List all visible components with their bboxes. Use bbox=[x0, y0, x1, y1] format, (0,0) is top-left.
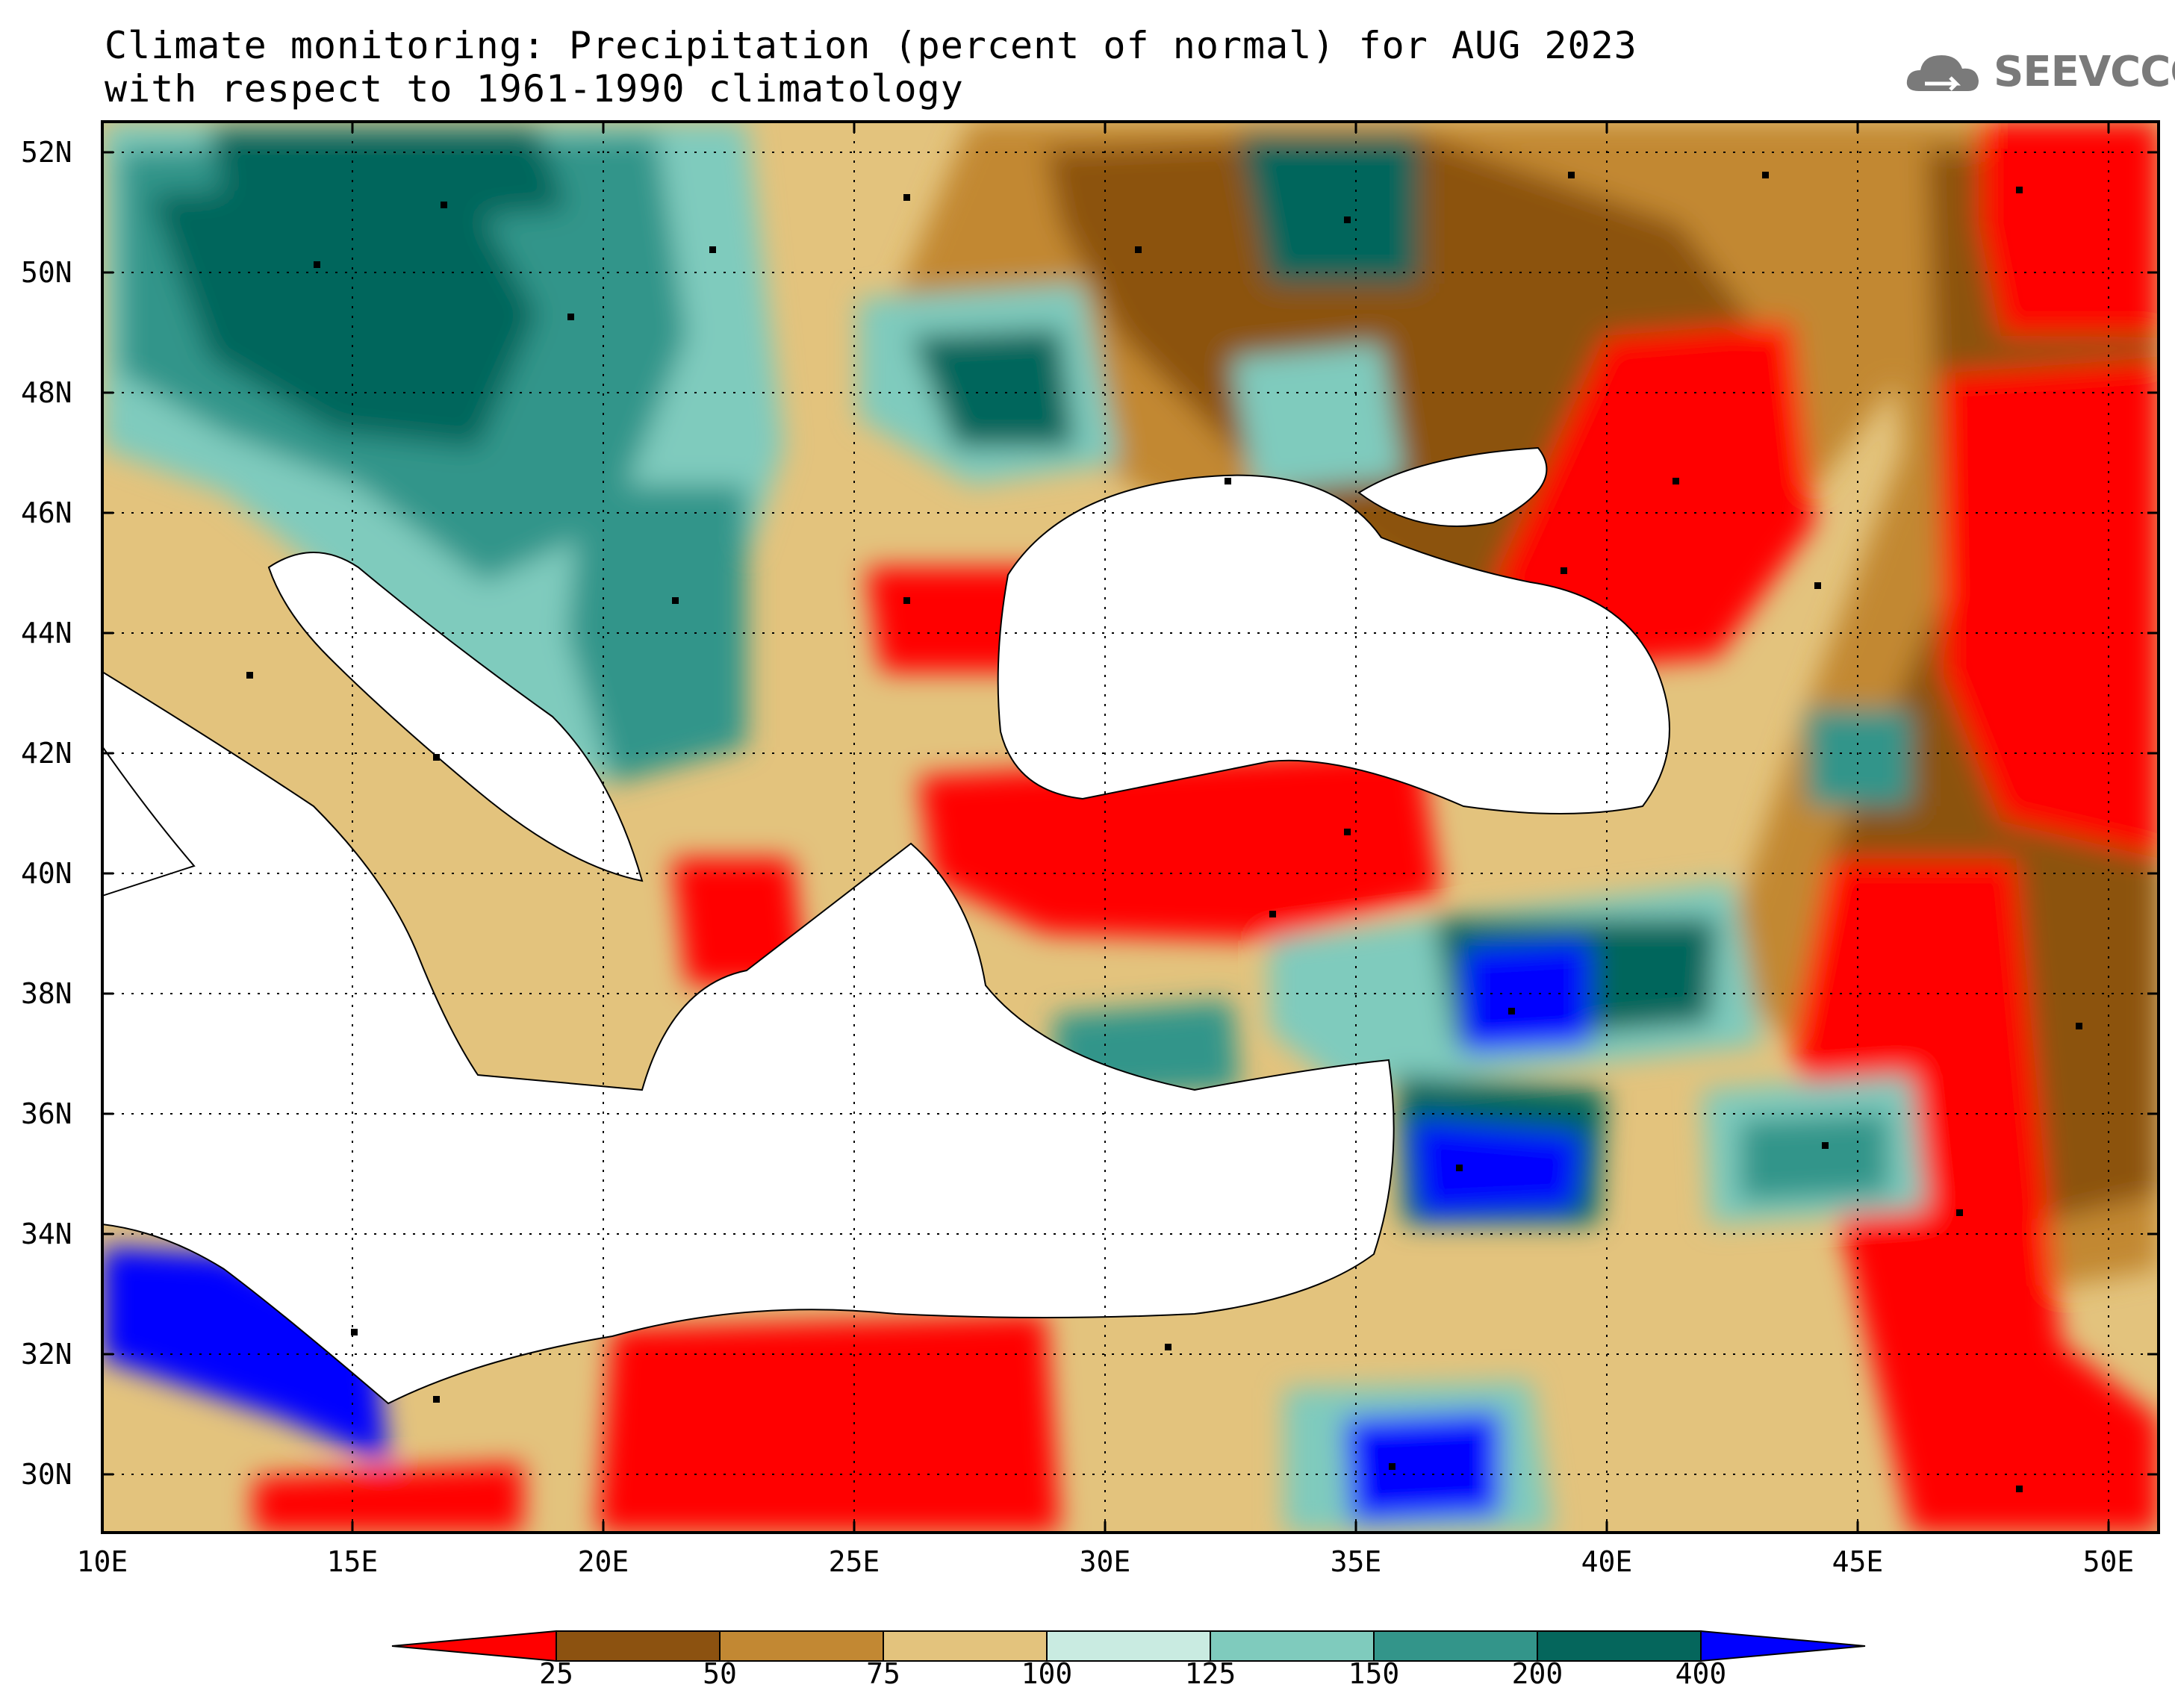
lon-tick-label: 20E bbox=[578, 1545, 629, 1578]
colorbar-segment bbox=[1537, 1630, 1702, 1662]
colorbar-label: 75 bbox=[866, 1657, 900, 1690]
lon-axis-labels: 10E 15E 20E 25E 30E 35E 40E 45E 50E bbox=[77, 1545, 2135, 1578]
lon-tick-label: 10E bbox=[77, 1545, 128, 1578]
cloud-icon bbox=[1906, 55, 1979, 91]
lon-tick-label: 25E bbox=[829, 1545, 880, 1578]
map-frame bbox=[101, 120, 2160, 1534]
colorbar-label: 100 bbox=[1021, 1657, 1073, 1690]
lon-tick-label: 40E bbox=[1581, 1545, 1633, 1578]
map-title-line-2: with respect to 1961-1990 climatology bbox=[105, 67, 964, 110]
lat-tick-label: 50N bbox=[21, 256, 72, 289]
sea-mask bbox=[102, 446, 1670, 1405]
colorbar-arrow-high bbox=[1700, 1630, 1866, 1662]
lat-tick-label: 38N bbox=[21, 977, 72, 1010]
lat-tick-label: 36N bbox=[21, 1097, 72, 1130]
lat-tick-label: 42N bbox=[21, 737, 72, 770]
lat-axis-labels: 52N 50N 48N 46N 44N 42N 40N 38N 36N 34N … bbox=[21, 136, 72, 1491]
graticule bbox=[102, 122, 2159, 1533]
lon-tick-label: 50E bbox=[2083, 1545, 2135, 1578]
lat-tick-label: 30N bbox=[21, 1458, 72, 1491]
lat-tick-label: 46N bbox=[21, 496, 72, 529]
colorbar-label: 125 bbox=[1185, 1657, 1236, 1690]
lon-tick-label: 45E bbox=[1832, 1545, 1884, 1578]
colorbar-label: 25 bbox=[539, 1657, 573, 1690]
colorbar-segment bbox=[1210, 1630, 1375, 1662]
lon-tick-label: 30E bbox=[1080, 1545, 1131, 1578]
colorbar-segment bbox=[1046, 1630, 1211, 1662]
map-title-line-1: Climate monitoring: Precipitation (perce… bbox=[105, 24, 1637, 67]
station-markers bbox=[246, 172, 2082, 1492]
colorbar-label: 50 bbox=[703, 1657, 737, 1690]
colorbar-segment bbox=[719, 1630, 884, 1662]
colorbar-arrow-low bbox=[391, 1630, 557, 1662]
lon-tick-label: 15E bbox=[327, 1545, 379, 1578]
lon-tick-label: 35E bbox=[1331, 1545, 1382, 1578]
colorbar bbox=[391, 1630, 1866, 1662]
lat-tick-label: 32N bbox=[21, 1338, 72, 1371]
colorbar-labels: 25 50 75 100 125 150 200 400 bbox=[539, 1657, 1726, 1690]
axis-ticks bbox=[101, 122, 2159, 1533]
map-field bbox=[102, 122, 2159, 1533]
colorbar-label: 200 bbox=[1512, 1657, 1563, 1690]
lat-tick-label: 40N bbox=[21, 857, 72, 890]
lat-tick-label: 48N bbox=[21, 376, 72, 409]
colorbar-segment bbox=[883, 1630, 1048, 1662]
lat-tick-label: 34N bbox=[21, 1218, 72, 1250]
colorbar-label: 400 bbox=[1675, 1657, 1727, 1690]
logo-text: SEEVCCC bbox=[1994, 48, 2175, 96]
colorbar-label: 150 bbox=[1348, 1657, 1400, 1690]
lat-tick-label: 44N bbox=[21, 617, 72, 649]
colorbar-segment bbox=[556, 1630, 721, 1662]
lat-tick-label: 52N bbox=[21, 136, 72, 169]
colorbar-segment bbox=[1373, 1630, 1538, 1662]
